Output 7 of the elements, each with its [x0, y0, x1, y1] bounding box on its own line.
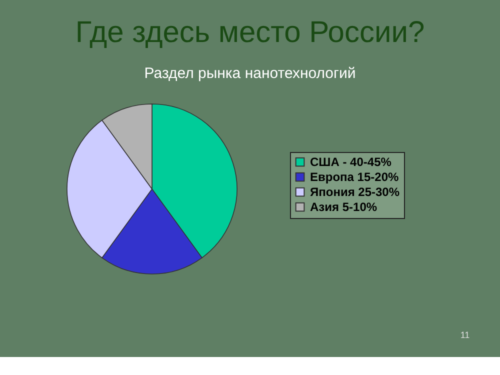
chart-title: Где здесь место России? — [75, 16, 425, 49]
chart-subtitle: Раздел рынка нанотехнологий — [144, 65, 356, 82]
legend-label: Азия 5-10% — [310, 200, 378, 214]
legend-label: Япония 25-30% — [310, 185, 400, 199]
legend-label: Европа 15-20% — [310, 170, 399, 184]
text: 11 — [460, 330, 470, 340]
legend-label: США - 40-45% — [310, 155, 392, 169]
